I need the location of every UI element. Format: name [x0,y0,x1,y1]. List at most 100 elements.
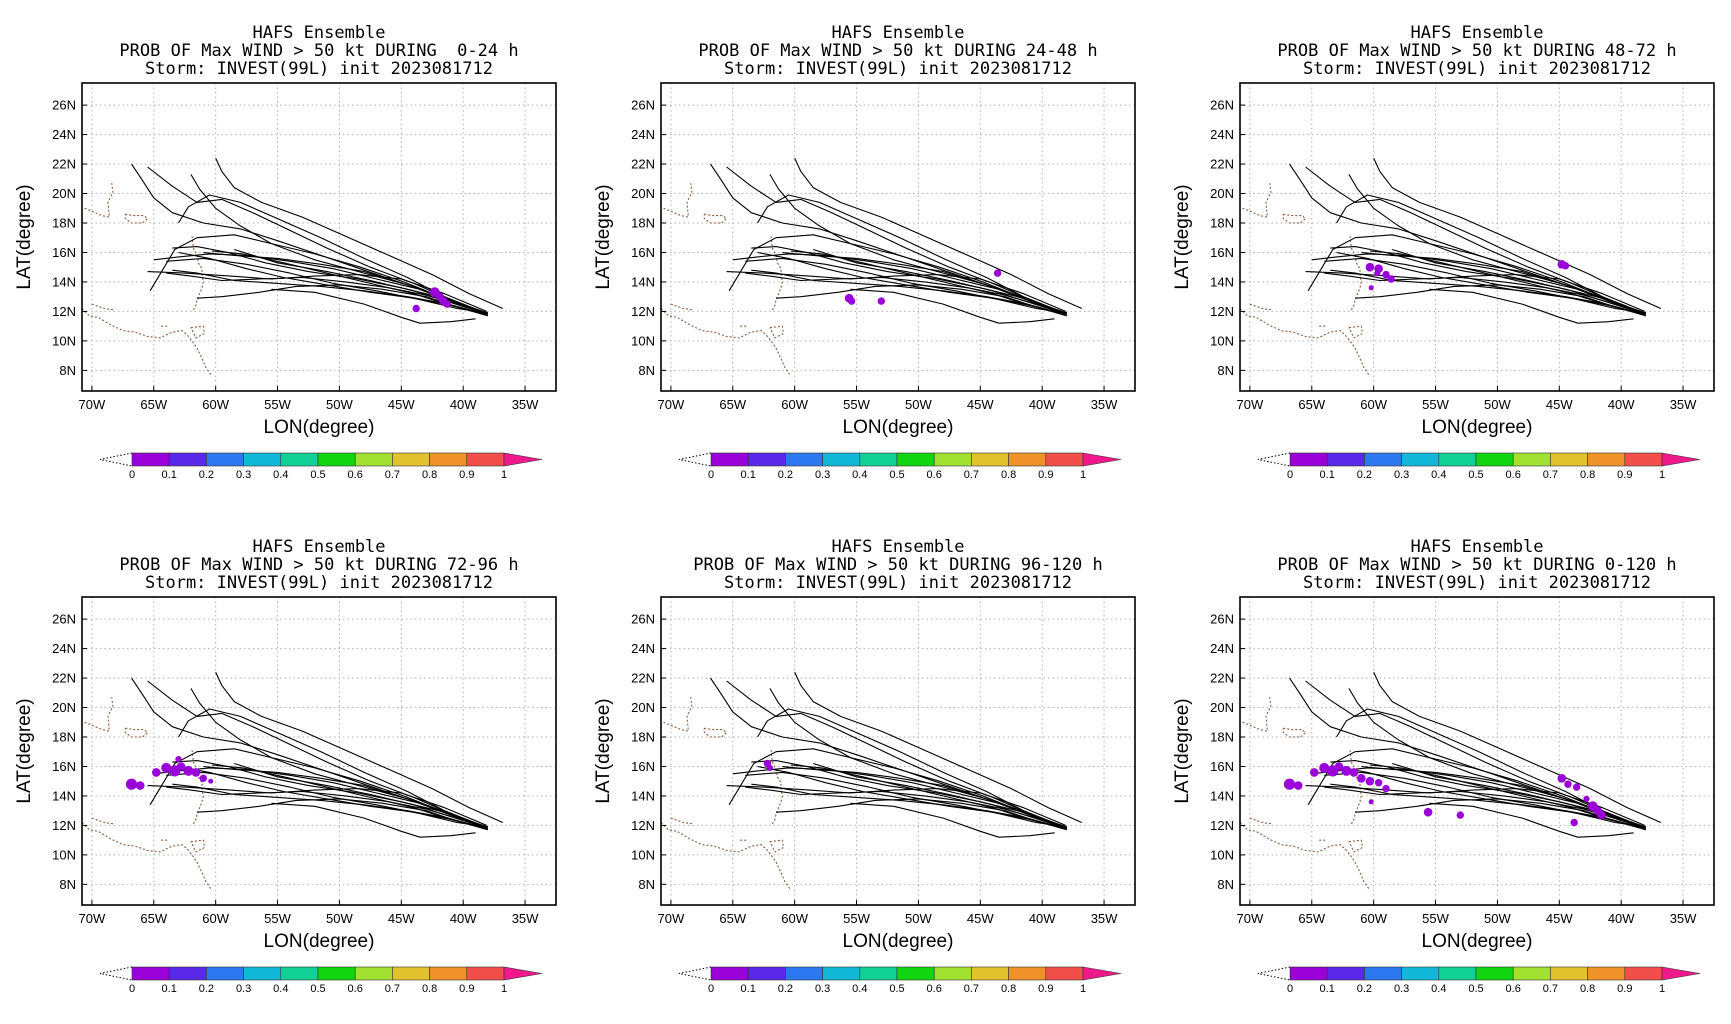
colorbar-label: 0.2 [1357,983,1372,995]
colorbar-segment [1401,966,1440,981]
colorbar-label: 0.8 [1580,983,1595,995]
colorbar-segment [1550,452,1588,467]
coastline [84,721,110,732]
panel-title: HAFS Ensemble [831,23,964,43]
colorbar-label: 0.1 [1320,983,1335,995]
colorbar-segment [243,452,282,467]
lon-tick-label: 45W [1546,397,1573,412]
colorbar-segment [354,966,393,981]
colorbar-segment [317,966,356,981]
colorbar-segment [429,966,468,981]
lon-tick-label: 65W [719,397,746,412]
lat-tick-label: 22N [631,157,655,172]
colorbar-label: 0 [1287,469,1293,481]
probability-blob [993,269,1002,277]
track-line [1330,760,1647,829]
colorbar: 0 0.1 0.2 0.3 0.4 0.5 0.6 0.7 0.8 0.9 1 [1257,452,1701,481]
track-line [850,288,1055,324]
probability-shading [844,269,1002,305]
colorbar-label: 0.8 [1001,469,1016,481]
colorbar-label: 0.3 [236,469,251,481]
coastline [670,817,694,825]
track-line [178,708,482,826]
track-line [166,771,488,828]
lat-tick-label: 10N [631,847,655,862]
colorbar-label: 0.8 [422,469,437,481]
lon-tick-label: 55W [1422,911,1449,926]
tick-labels: 70W 65W 60W 55W 50W 45W 40W 35W 8N 10N 12N 14N 16N 18… [1210,98,1697,412]
colorbar-segment [131,966,170,981]
track-line [794,157,1083,310]
lon-tick-label: 45W [388,911,415,926]
colorbar-label: 0.4 [1431,983,1446,995]
probability-blob [175,756,182,763]
colorbar-segment [785,966,823,981]
lat-tick-label: 22N [52,671,76,686]
ensemble-tracks [710,157,1083,324]
colorbar-label: 0.4 [273,469,288,481]
probability-blob [1557,774,1567,783]
colorbar-segment [168,966,207,981]
colorbar-label: 0.5 [310,469,325,481]
colorbar-segment [466,966,505,981]
track-line [1429,288,1634,324]
coastline [82,308,213,377]
colorbar-segment [747,966,786,981]
coastline [703,727,728,738]
probability-blob [176,762,186,771]
lat-tick-label: 12N [631,818,655,833]
panel-storm-line: Storm: INVEST(99L) init 2023081712 [724,573,1072,593]
colorbar-label: 0.5 [1468,469,1483,481]
panel-subtitle: PROB OF Max WIND > 50 kt DURING 0-24 h [119,41,518,61]
coastline [124,213,149,224]
coastline [769,839,785,853]
lat-tick-label: 12N [631,304,655,319]
probability-blob [125,778,138,790]
lon-tick-label: 70W [1237,911,1264,926]
colorbar: 0 0.1 0.2 0.3 0.4 0.5 0.6 0.7 0.8 0.9 1 [678,966,1122,995]
lon-tick-label: 70W [658,397,685,412]
track-line [1305,680,1644,828]
colorbar-segment [392,452,430,467]
lon-tick-label: 35W [1091,397,1118,412]
colorbar-label: 0.8 [1580,469,1595,481]
track-line [728,748,1064,828]
ensemble-tracks [131,671,504,838]
plot-frame [1239,596,1715,906]
probability-blob [1374,779,1383,787]
colorbar-segment [933,966,972,981]
track-line [1373,671,1662,824]
track-line [769,174,1064,315]
probability-blob [1341,765,1352,776]
lat-tick-label: 10N [1210,333,1234,348]
track-line [745,786,1065,828]
coastline [670,303,694,311]
lat-tick-label: 12N [52,304,76,319]
lon-tick-label: 40W [1029,397,1056,412]
y-axis-label: LAT(degree) [1172,184,1193,289]
probability-blob [443,300,451,308]
lon-tick-label: 50W [1484,911,1511,926]
colorbar-segment [971,966,1009,981]
probability-blob [847,297,856,305]
probability-blob [199,774,207,782]
colorbar-label: 0 [1287,983,1293,995]
lon-tick-label: 35W [1670,911,1697,926]
lat-tick-label: 14N [1210,274,1234,289]
colorbar: 0 0.1 0.2 0.3 0.4 0.5 0.6 0.7 0.8 0.9 1 [678,452,1122,481]
lon-tick-label: 70W [658,911,685,926]
lon-tick-label: 65W [1298,397,1325,412]
colorbar-label: 0.6 [927,983,942,995]
colorbar-over-arrow [1082,452,1122,467]
probability-shading [1283,762,1606,827]
track-line [1348,174,1643,315]
track-line [203,765,489,829]
panel-subtitle: PROB OF Max WIND > 50 kt DURING 0-120 h [1277,555,1676,575]
colorbar-label: 0.9 [459,983,474,995]
track-line [751,760,1068,829]
colorbar-label: 0.9 [1617,983,1632,995]
probability-blob [1349,768,1359,777]
probability-shading [412,287,451,313]
probability-blob [161,762,172,773]
colorbar-label: 0.9 [459,469,474,481]
